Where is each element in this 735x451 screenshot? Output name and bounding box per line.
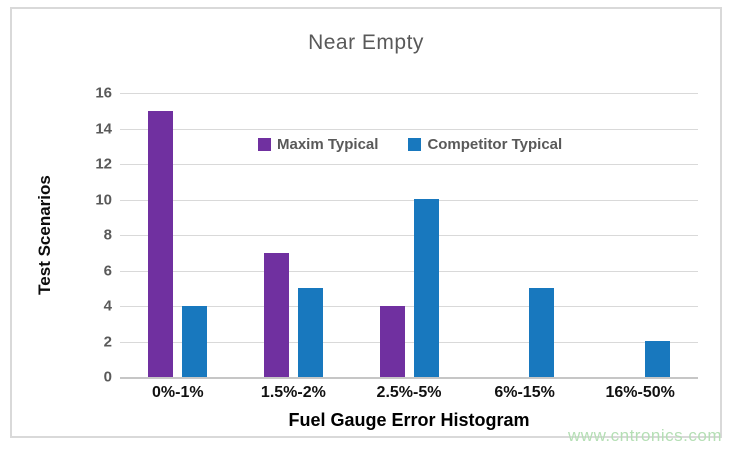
- legend-label-maxim: Maxim Typical: [277, 136, 379, 153]
- gridline: [120, 270, 698, 272]
- y-axis-title: Test Scenarios: [32, 93, 58, 377]
- bar-maxim-typical-1.5%-2%: [264, 253, 289, 377]
- y-axis-title-text: Test Scenarios: [35, 175, 54, 295]
- gridline: [120, 235, 698, 236]
- x-tick-label: 1.5%-2%: [260, 384, 326, 401]
- bar-competitor-typical-0%-1%: [182, 306, 207, 377]
- y-tick-label: 2: [103, 333, 112, 350]
- x-tick-label: 16%-50%: [605, 384, 675, 401]
- legend-swatch-maxim-icon: [258, 138, 271, 151]
- legend-item-competitor-typical: Competitor Typical: [408, 136, 562, 153]
- bar-competitor-typical-2.5%-5%: [414, 199, 439, 377]
- bar-competitor-typical-16%-50%: [645, 341, 670, 377]
- x-axis-labels: 0%-1% 1.5%-2% 2.5%-5% 6%-15% 16%-50%: [120, 384, 698, 406]
- legend-item-maxim-typical: Maxim Typical: [258, 136, 378, 153]
- gridline: [120, 164, 698, 165]
- gridline: [120, 199, 698, 201]
- gridline: [120, 306, 698, 307]
- x-tick-label: 2.5%-5%: [376, 384, 442, 401]
- legend-swatch-competitor-icon: [408, 138, 422, 151]
- bar-maxim-typical-0%-1%: [148, 111, 173, 377]
- legend-label-competitor: Competitor Typical: [427, 136, 563, 153]
- x-tick-label: 6%-15%: [494, 384, 555, 401]
- chart-border-frame: Near Empty Test Scenarios 0 2 4 6 8 10 12 14 16 …: [10, 7, 722, 438]
- y-tick-label: 0: [103, 368, 112, 386]
- y-tick-label: 14: [95, 120, 112, 137]
- y-axis-labels: 0 2 4 6 8 10 12 14 16: [60, 85, 112, 386]
- y-tick-label: 4: [103, 297, 112, 315]
- gridline: [120, 341, 698, 343]
- legend: Maxim Typical Competitor Typical: [258, 136, 562, 153]
- gridline: [120, 93, 698, 94]
- chart-title: Near Empty: [308, 31, 424, 54]
- y-tick-label: 12: [95, 155, 112, 173]
- bar-competitor-typical-6%-15%: [529, 288, 554, 377]
- x-axis-title: Fuel Gauge Error Histogram: [288, 410, 530, 430]
- y-tick-label: 16: [95, 84, 112, 102]
- y-tick-label: 8: [103, 226, 112, 244]
- bar-competitor-typical-1.5%-2%: [298, 288, 323, 377]
- plot-area: Maxim Typical Competitor Typical: [120, 93, 698, 379]
- gridline: [120, 128, 698, 130]
- y-tick-label: 10: [95, 191, 112, 208]
- y-tick-label: 6: [103, 262, 112, 279]
- watermark: www.cntronics.com: [568, 426, 722, 445]
- x-tick-label: 0%-1%: [152, 384, 204, 401]
- bar-maxim-typical-2.5%-5%: [380, 306, 405, 377]
